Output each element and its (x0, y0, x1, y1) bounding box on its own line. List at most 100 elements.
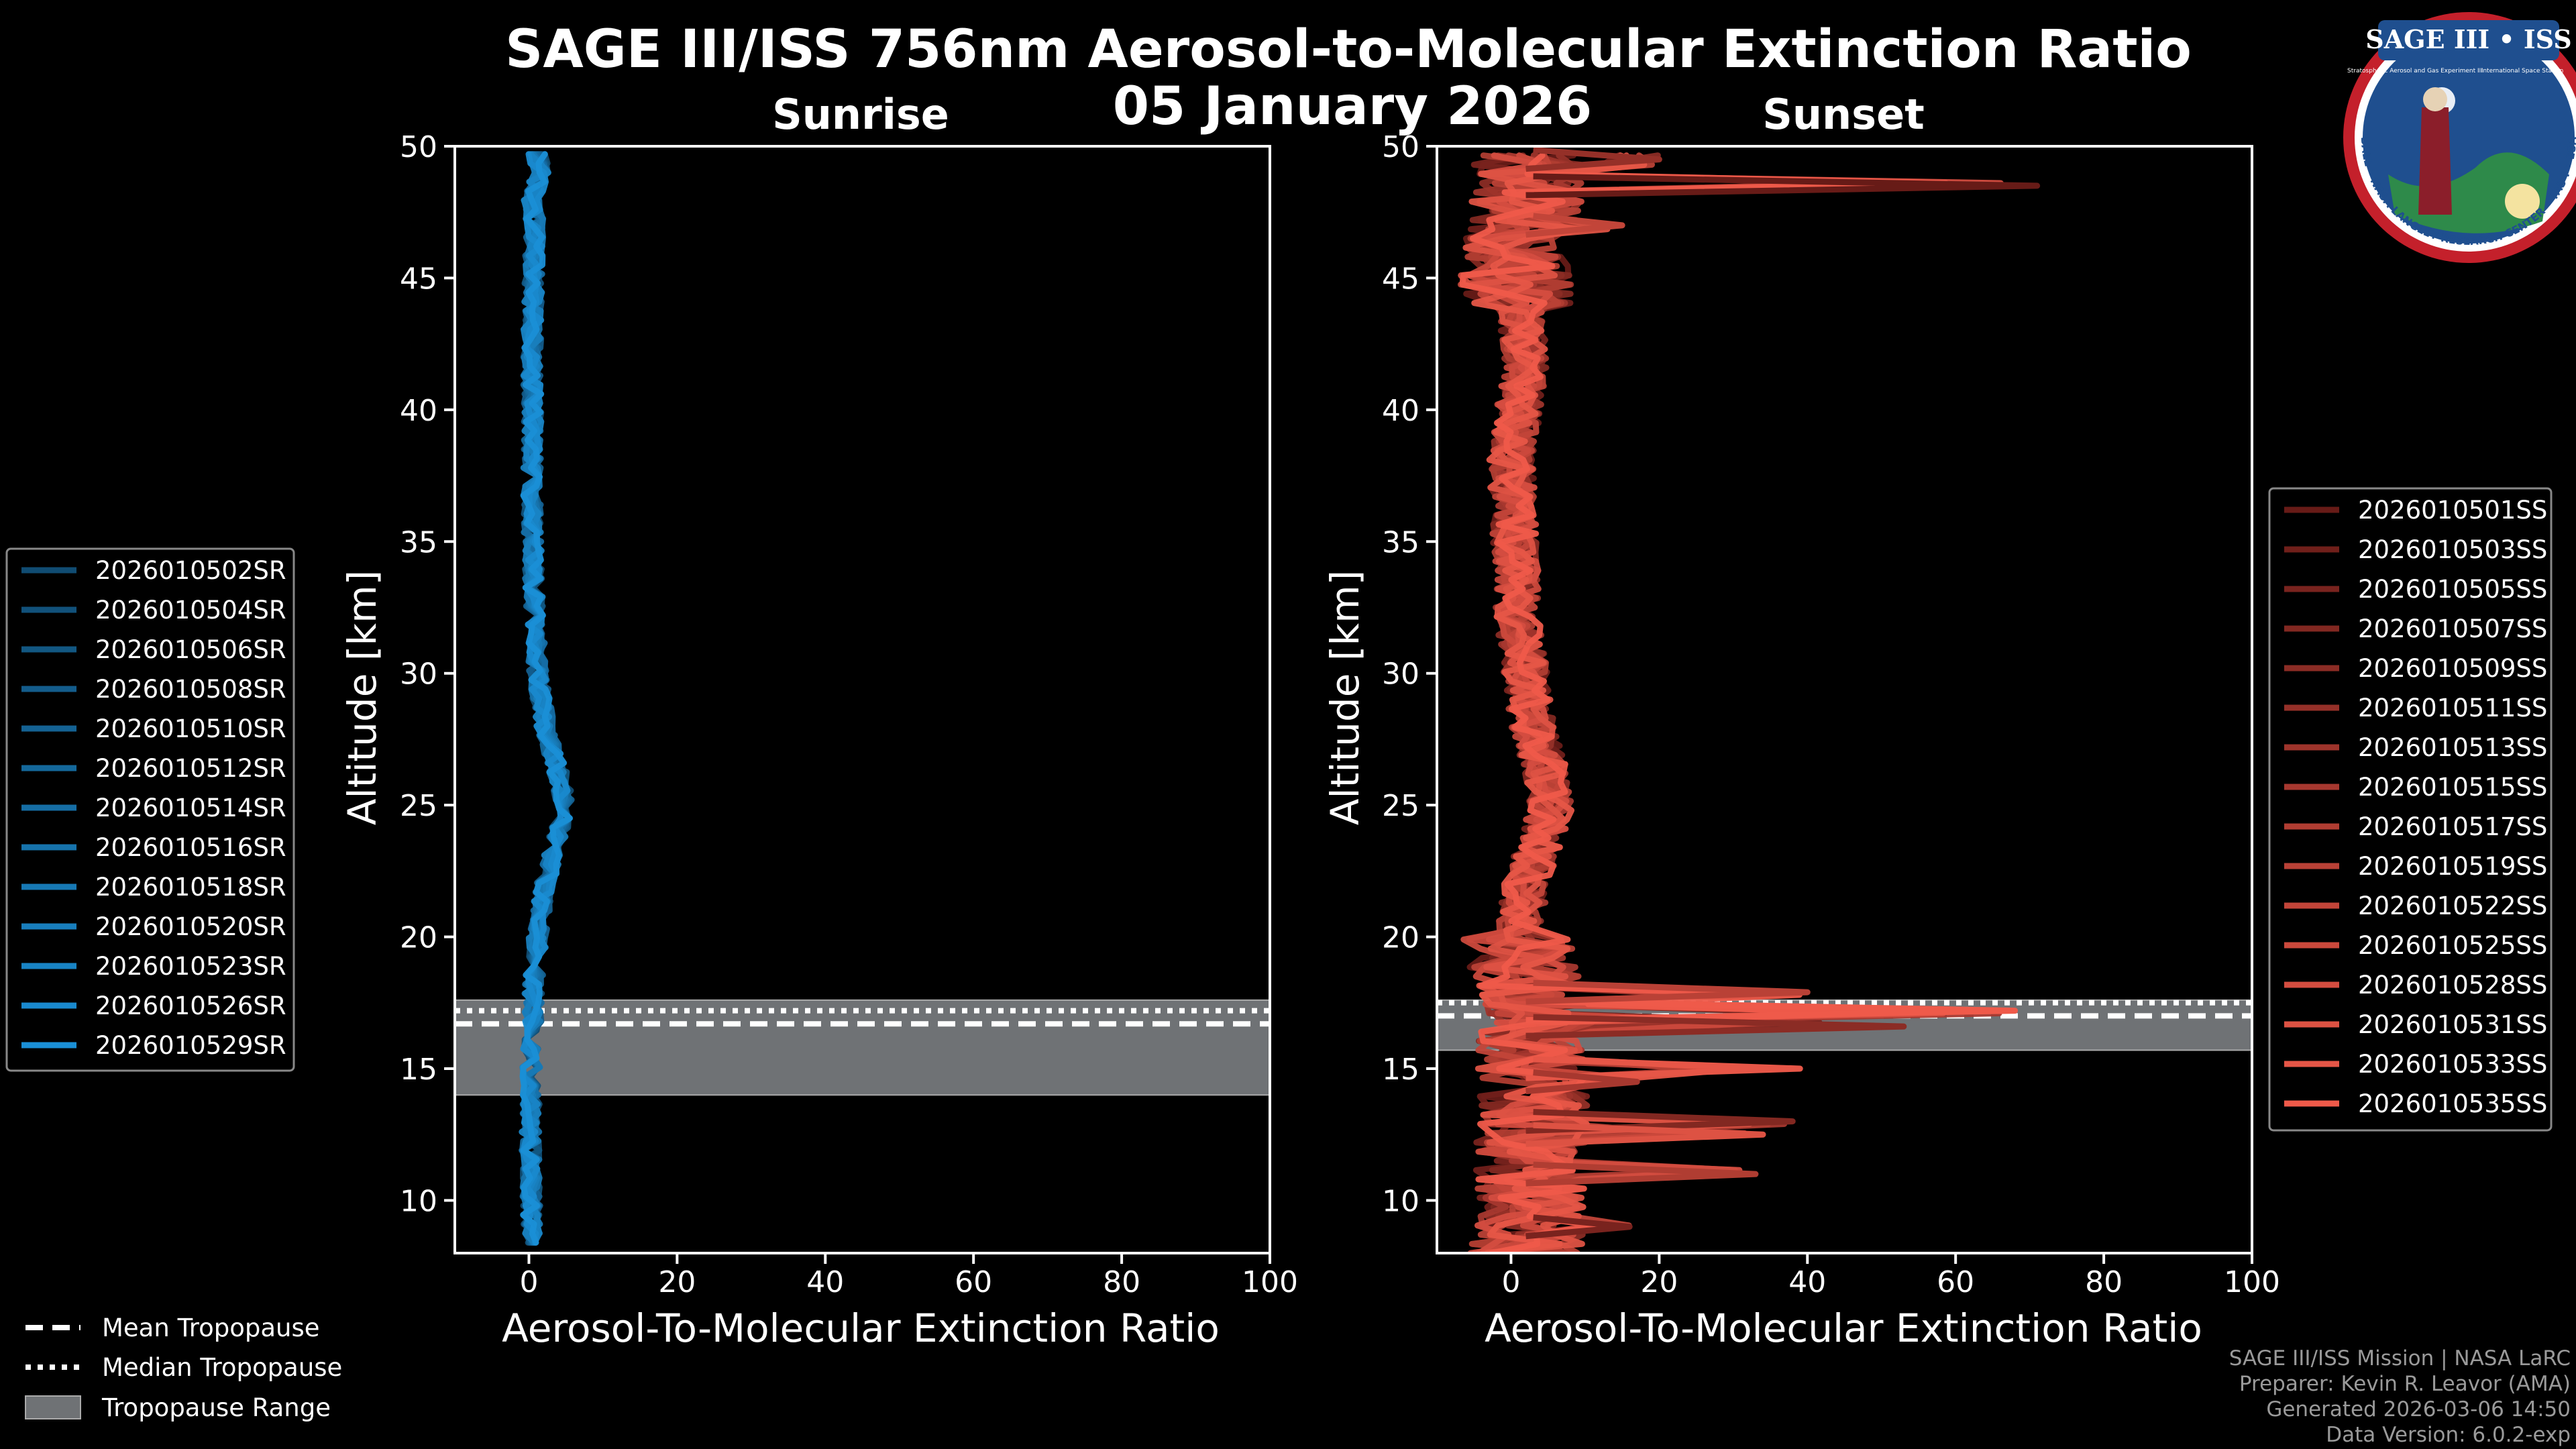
profile-spike (1525, 1122, 1766, 1147)
y-tick-label: 15 (400, 1053, 437, 1087)
legend-label-2026010514SR: 2026010514SR (95, 794, 286, 822)
sunset-legend-box (2268, 487, 2553, 1132)
profile-spike (1525, 1214, 1633, 1240)
legend-label-2026010520SR: 2026010520SR (95, 912, 286, 941)
sunrise-legend-box (5, 547, 295, 1072)
x-tick-label: 0 (519, 1265, 538, 1299)
profile-spike (1525, 1014, 1907, 1039)
logo-text: SAGE III • ISS (2365, 24, 2571, 54)
tropopause-range-band (455, 999, 1270, 1096)
legend-label-2026010510SR: 2026010510SR (95, 714, 286, 743)
y-tick-label: 10 (400, 1184, 437, 1218)
legend-label-2026010529SR: 2026010529SR (95, 1031, 286, 1060)
credit-generated: Generated 2026-03-06 14:50 (2266, 1397, 2571, 1421)
x-tick-label: 80 (2085, 1265, 2123, 1299)
sage-iii-iss-logo: SAGE III • ISS Stratospheric Aerosol and… (2343, 12, 2576, 263)
legend-label-2026010526SR: 2026010526SR (95, 991, 286, 1020)
legend-label-2026010507SS: 2026010507SS (2358, 614, 2547, 643)
sunset-panel-title: Sunset (1762, 90, 1925, 139)
credit-data-version: Data Version: 6.0.2-exp (2326, 1423, 2571, 1447)
logo-subtext-left: Stratospheric Aerosol and Gas Experiment… (2347, 68, 2483, 74)
sunrise-legend: 2026010502SR 2026010504SR 2026010506SR 2026… (5, 547, 295, 1072)
x-tick-label: 40 (1788, 1265, 1826, 1299)
mean-tropopause-label: Mean Tropopause (102, 1313, 320, 1342)
legend-label-2026010506SR: 2026010506SR (95, 635, 286, 664)
legend-label-2026010513SS: 2026010513SS (2358, 733, 2547, 762)
profile-spike (1525, 173, 2041, 199)
legend-label-2026010523SR: 2026010523SR (95, 952, 286, 981)
x-tick-label: 20 (658, 1265, 696, 1299)
legend-label-2026010504SR: 2026010504SR (95, 596, 286, 625)
x-tick-label: 100 (2224, 1265, 2280, 1299)
sunrise-panel-title: Sunrise (772, 90, 949, 139)
x-tick-label: 20 (1640, 1265, 1678, 1299)
legend-label-2026010516SR: 2026010516SR (95, 833, 286, 862)
legend-label-2026010512SR: 2026010512SR (95, 754, 286, 783)
y-tick-label: 30 (1382, 657, 1419, 692)
legend-label-2026010531SS: 2026010531SS (2358, 1010, 2547, 1039)
y-tick-label: 35 (400, 525, 437, 559)
y-tick-label: 45 (1382, 262, 1419, 296)
sunset-ylabel: Altitude [km] (1322, 570, 1368, 825)
legend-label-2026010535SS: 2026010535SS (2358, 1089, 2547, 1118)
sunset-legend: 2026010501SS 2026010503SS 2026010505SS 2026… (2268, 487, 2553, 1132)
y-tick-label: 45 (400, 262, 437, 296)
sunset-plot-area: 0 20 40 60 80 100 10 15 20 25 30 35 40 45 50 (1382, 130, 2280, 1299)
figure-title: SAGE III/ISS 756nm Aerosol-to-Molecular … (505, 19, 2192, 80)
y-tick-label: 20 (1382, 921, 1419, 955)
legend-label-2026010502SR: 2026010502SR (95, 556, 286, 585)
credit-preparer: Preparer: Kevin R. Leavor (AMA) (2239, 1372, 2571, 1396)
sunrise-plot-area: 0 20 40 60 80 100 10 15 20 25 30 35 40 45 50 (400, 130, 1298, 1299)
legend-label-2026010533SS: 2026010533SS (2358, 1050, 2547, 1079)
profile-line-2026010529SR (519, 151, 573, 1246)
credit-mission: SAGE III/ISS Mission | NASA LaRC (2229, 1346, 2571, 1371)
median-tropopause-label: Median Tropopause (102, 1353, 342, 1382)
tropopause-range-label: Tropopause Range (101, 1393, 331, 1422)
profile-spike (1525, 1161, 1759, 1187)
legend-label-2026010509SS: 2026010509SS (2358, 654, 2547, 683)
tropopause-range-swatch (25, 1395, 81, 1419)
sunrise-xlabel: Aerosol-To-Molecular Extinction Ratio (502, 1305, 1220, 1351)
legend-label-2026010515SS: 2026010515SS (2358, 773, 2547, 802)
x-tick-label: 100 (1242, 1265, 1298, 1299)
y-tick-label: 50 (1382, 130, 1419, 164)
profile-line-2026010531SS (1462, 152, 1753, 1253)
x-tick-label: 60 (955, 1265, 992, 1299)
profile-spike (1525, 1069, 1640, 1095)
sunset-xlabel: Aerosol-To-Molecular Extinction Ratio (1485, 1305, 2202, 1351)
y-tick-label: 10 (1382, 1184, 1419, 1218)
profile-line-2026010535SS (1459, 152, 1949, 1253)
y-tick-label: 20 (400, 921, 437, 955)
plot-frame (453, 145, 1271, 1254)
legend-label-2026010518SR: 2026010518SR (95, 873, 286, 902)
figure-date: 05 January 2026 (1113, 76, 1593, 137)
profile-spike (1525, 213, 1625, 238)
profile-spike (1525, 1056, 1803, 1081)
legend-label-2026010511SS: 2026010511SS (2358, 694, 2547, 722)
tropopause-legend: Mean Tropopause Median Tropopause Tropop… (25, 1313, 342, 1422)
y-tick-label: 25 (1382, 789, 1419, 823)
sunrise-ylabel: Altitude [km] (339, 570, 385, 825)
profile-spike (1525, 998, 2019, 1024)
profile-spike (1525, 147, 1662, 172)
y-tick-label: 15 (1382, 1053, 1419, 1087)
legend-label-2026010525SS: 2026010525SS (2358, 931, 2547, 960)
legend-label-2026010505SS: 2026010505SS (2358, 575, 2547, 604)
y-tick-label: 50 (400, 130, 437, 164)
legend-label-2026010522SS: 2026010522SS (2358, 892, 2547, 920)
legend-label-2026010508SR: 2026010508SR (95, 675, 286, 704)
logo-subtext-right: International Space Station (2481, 68, 2564, 74)
y-tick-label: 25 (400, 789, 437, 823)
legend-label-2026010503SS: 2026010503SS (2358, 535, 2547, 564)
x-tick-label: 40 (806, 1265, 844, 1299)
y-tick-label: 35 (1382, 525, 1419, 559)
x-tick-label: 80 (1103, 1265, 1140, 1299)
legend-label-2026010519SS: 2026010519SS (2358, 852, 2547, 881)
legend-label-2026010528SS: 2026010528SS (2358, 971, 2547, 1000)
plot-frame (1436, 145, 2253, 1254)
legend-label-2026010501SS: 2026010501SS (2358, 496, 2547, 525)
y-tick-label: 30 (400, 657, 437, 692)
y-tick-label: 40 (400, 394, 437, 428)
x-tick-label: 0 (1501, 1265, 1520, 1299)
